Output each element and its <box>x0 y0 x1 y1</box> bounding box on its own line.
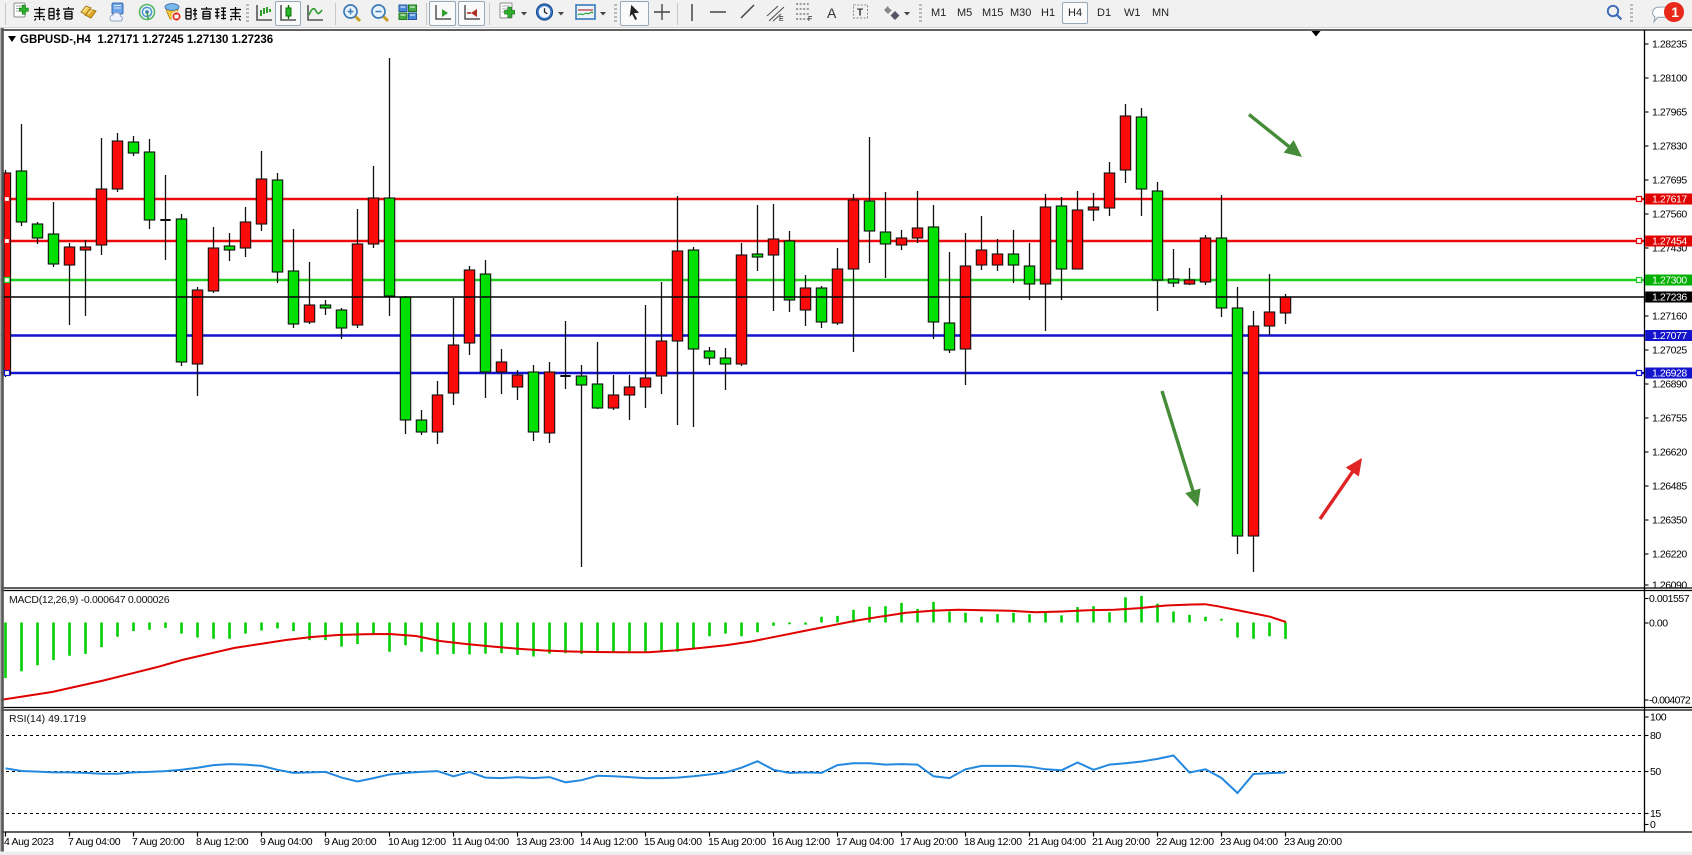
svg-text:15: 15 <box>1650 808 1661 820</box>
svg-text:15 Aug 20:00: 15 Aug 20:00 <box>708 836 766 848</box>
svg-text:1.27965: 1.27965 <box>1652 107 1687 119</box>
svg-text:7 Aug 04:00: 7 Aug 04:00 <box>68 836 121 848</box>
svg-text:14 Aug 12:00: 14 Aug 12:00 <box>580 836 638 848</box>
svg-text:1.26220: 1.26220 <box>1652 549 1687 561</box>
svg-text:11 Aug 04:00: 11 Aug 04:00 <box>452 836 509 848</box>
svg-text:8 Aug 12:00: 8 Aug 12:00 <box>196 836 249 848</box>
svg-text:23 Aug 20:00: 23 Aug 20:00 <box>1284 836 1342 848</box>
svg-text:0.00: 0.00 <box>1649 618 1668 630</box>
svg-text:0.001557: 0.001557 <box>1649 593 1690 605</box>
svg-text:1: 1 <box>1671 4 1679 20</box>
svg-text:1.26090: 1.26090 <box>1652 580 1687 592</box>
svg-text:50: 50 <box>1650 766 1661 778</box>
svg-text:80: 80 <box>1650 730 1661 742</box>
svg-text:MACD(12,26,9) -0.000647 0.0000: MACD(12,26,9) -0.000647 0.000026 <box>9 594 170 606</box>
svg-text:1.27695: 1.27695 <box>1652 175 1687 187</box>
svg-text:7 Aug 20:00: 7 Aug 20:00 <box>132 836 185 848</box>
svg-text:16 Aug 12:00: 16 Aug 12:00 <box>772 836 830 848</box>
svg-text:1.27077: 1.27077 <box>1652 330 1687 342</box>
svg-text:1.26485: 1.26485 <box>1652 481 1687 493</box>
svg-text:RSI(14) 49.1719: RSI(14) 49.1719 <box>9 713 86 725</box>
svg-text:100: 100 <box>1650 712 1667 724</box>
svg-text:E: E <box>779 16 784 23</box>
svg-text:22 Aug 12:00: 22 Aug 12:00 <box>1156 836 1214 848</box>
svg-text:0: 0 <box>1650 819 1656 831</box>
svg-text:1.28235: 1.28235 <box>1652 39 1687 51</box>
svg-text:17 Aug 20:00: 17 Aug 20:00 <box>900 836 958 848</box>
svg-text:F: F <box>808 16 812 23</box>
svg-text:1.27025: 1.27025 <box>1652 345 1687 357</box>
svg-text:18 Aug 12:00: 18 Aug 12:00 <box>964 836 1022 848</box>
svg-text:13 Aug 23:00: 13 Aug 23:00 <box>516 836 574 848</box>
svg-text:1.27236: 1.27236 <box>1652 292 1687 304</box>
svg-text:1.27454: 1.27454 <box>1652 236 1687 248</box>
svg-text:1.26350: 1.26350 <box>1652 515 1687 527</box>
svg-text:17 Aug 04:00: 17 Aug 04:00 <box>836 836 894 848</box>
svg-text:15 Aug 04:00: 15 Aug 04:00 <box>644 836 702 848</box>
svg-text:1.27300: 1.27300 <box>1652 275 1687 287</box>
svg-text:1.27160: 1.27160 <box>1652 311 1687 323</box>
svg-text:23 Aug 04:00: 23 Aug 04:00 <box>1220 836 1278 848</box>
svg-text:21 Aug 20:00: 21 Aug 20:00 <box>1092 836 1150 848</box>
svg-text:10 Aug 12:00: 10 Aug 12:00 <box>388 836 446 848</box>
svg-text:1.26928: 1.26928 <box>1652 368 1687 380</box>
svg-text:1.27830: 1.27830 <box>1652 141 1687 153</box>
svg-text:GBPUSD-,H4 1.27171 1.27245 1.: GBPUSD-,H4 1.27171 1.27245 1.27130 1.272… <box>20 34 273 46</box>
svg-text:T: T <box>857 8 863 19</box>
svg-text:1.28100: 1.28100 <box>1652 73 1687 85</box>
svg-text:1.26890: 1.26890 <box>1652 379 1687 391</box>
svg-text:1.27560: 1.27560 <box>1652 209 1687 221</box>
svg-text:21 Aug 04:00: 21 Aug 04:00 <box>1028 836 1086 848</box>
svg-text:9 Aug 20:00: 9 Aug 20:00 <box>324 836 377 848</box>
svg-text:1.27617: 1.27617 <box>1652 194 1687 206</box>
svg-text:4 Aug 2023: 4 Aug 2023 <box>4 836 54 848</box>
svg-text:9 Aug 04:00: 9 Aug 04:00 <box>260 836 313 848</box>
svg-text:1.26620: 1.26620 <box>1652 447 1687 459</box>
svg-text:1.26755: 1.26755 <box>1652 413 1687 425</box>
svg-text:-0.004072: -0.004072 <box>1649 695 1691 707</box>
